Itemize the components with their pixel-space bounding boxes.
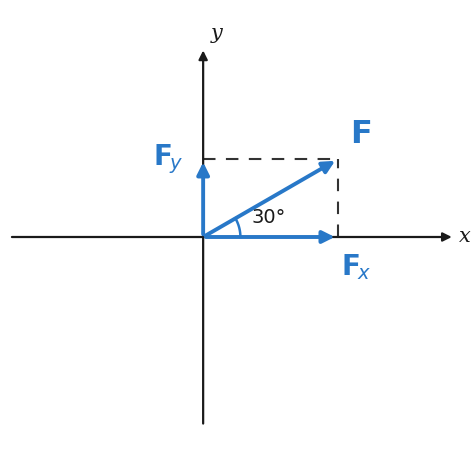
Text: $\mathbf{F}$: $\mathbf{F}$ [350, 119, 371, 150]
Text: y: y [211, 24, 223, 43]
Text: x: x [459, 228, 471, 246]
Text: $\mathbf{F}_{\!\mathit{x}}$: $\mathbf{F}_{\!\mathit{x}}$ [341, 253, 371, 283]
Text: $\mathbf{F}_{\!\mathit{y}}$: $\mathbf{F}_{\!\mathit{y}}$ [154, 143, 183, 176]
Text: 30°: 30° [251, 208, 286, 227]
